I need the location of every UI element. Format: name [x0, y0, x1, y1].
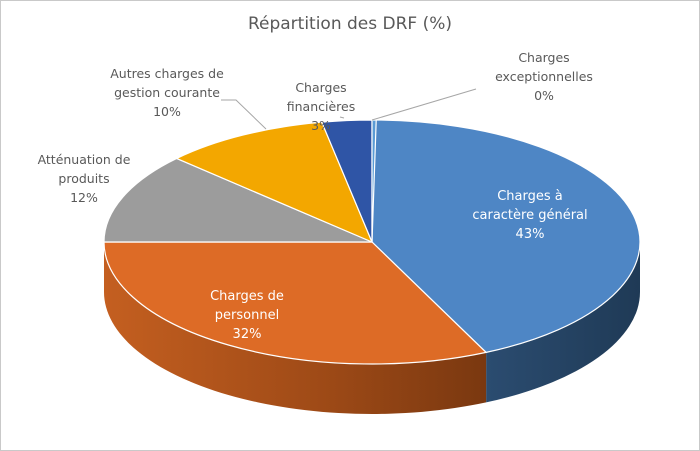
pie-side-0 — [486, 242, 640, 403]
slice-label-4: Charges — [295, 80, 346, 95]
slice-value-2: 12% — [70, 190, 98, 205]
pie-slice-2 — [103, 157, 373, 243]
chart-title: Répartition des DRF (%) — [247, 14, 453, 34]
slice-label-2: produits — [58, 171, 109, 186]
slice-label-0: caractère général — [472, 208, 587, 223]
leader-line-5 — [371, 88, 477, 121]
slice-value-3: 10% — [153, 104, 181, 119]
leader-line-4 — [339, 116, 345, 119]
slice-value-5: 0% — [534, 88, 554, 103]
slice-label-1: personnel — [215, 308, 279, 323]
pie-slice-1 — [103, 241, 488, 365]
slice-value-0: 43% — [516, 227, 545, 242]
slice-value-1: 32% — [233, 327, 262, 342]
slice-value-4: 3% — [311, 118, 331, 133]
slice-label-1: Charges de — [210, 289, 284, 304]
slice-label-3: Autres charges de — [110, 66, 224, 81]
slice-label-2: Atténuation de — [38, 152, 131, 167]
pie-slice-0 — [371, 119, 641, 354]
pie-side-1 — [104, 242, 487, 414]
pie-slice-3 — [175, 121, 374, 244]
leader-line-3 — [221, 99, 267, 130]
slice-label-0: Charges à — [497, 189, 563, 204]
slice-label-3: gestion courante — [114, 85, 220, 100]
slice-label-5: exceptionnelles — [495, 69, 593, 84]
slice-label-4: financières — [287, 99, 355, 114]
slice-label-5: Charges — [518, 50, 569, 65]
